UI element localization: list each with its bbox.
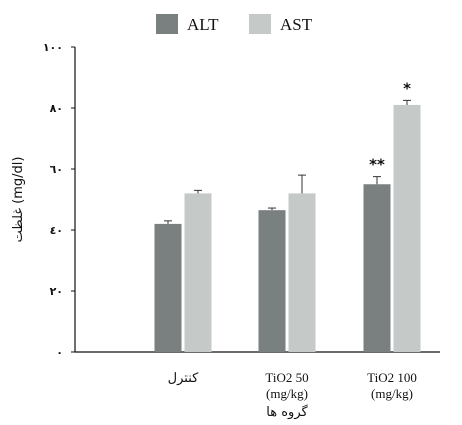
axes: ٠ ٢٠ ٤٠ ٦٠ ٨٠ ١٠٠: [43, 41, 440, 359]
y-tick-label: ٤٠: [50, 224, 63, 237]
x-tick-label: TiO2 100 (mg/kg): [367, 370, 417, 401]
x-tick-label: کنترل: [168, 370, 199, 386]
y-tick-label: ٠: [56, 346, 63, 359]
legend-swatch-alt: [156, 14, 178, 34]
bar-alt-2: [363, 184, 391, 352]
bar-ast-2: [393, 104, 421, 352]
y-tick-label: ٨٠: [50, 102, 63, 115]
legend-swatch-ast: [249, 14, 271, 34]
significance-marker: **: [369, 156, 385, 174]
legend-label-ast: AST: [280, 15, 313, 34]
category-labels: کنترل TiO2 50 (mg/kg) TiO2 100 (mg/kg): [168, 370, 417, 401]
bar-alt-0: [154, 223, 182, 352]
y-tick-label: ١٠٠: [43, 41, 63, 54]
bar-ast-1: [288, 193, 316, 352]
bar-alt-1: [258, 210, 286, 352]
y-tick-label: ٢٠: [50, 285, 63, 298]
x-axis-title: گروه ها: [266, 404, 308, 420]
y-tick-label: ٦٠: [50, 163, 63, 176]
y-axis-title: غلظت (mg/dl): [11, 157, 26, 243]
x-tick-label: TiO2 50 (mg/kg): [265, 370, 308, 401]
significance-marker: *: [403, 79, 411, 97]
bar-ast-0: [184, 193, 212, 352]
legend: ALT AST: [156, 14, 313, 34]
bars: ***: [154, 79, 421, 352]
legend-label-alt: ALT: [187, 15, 219, 34]
